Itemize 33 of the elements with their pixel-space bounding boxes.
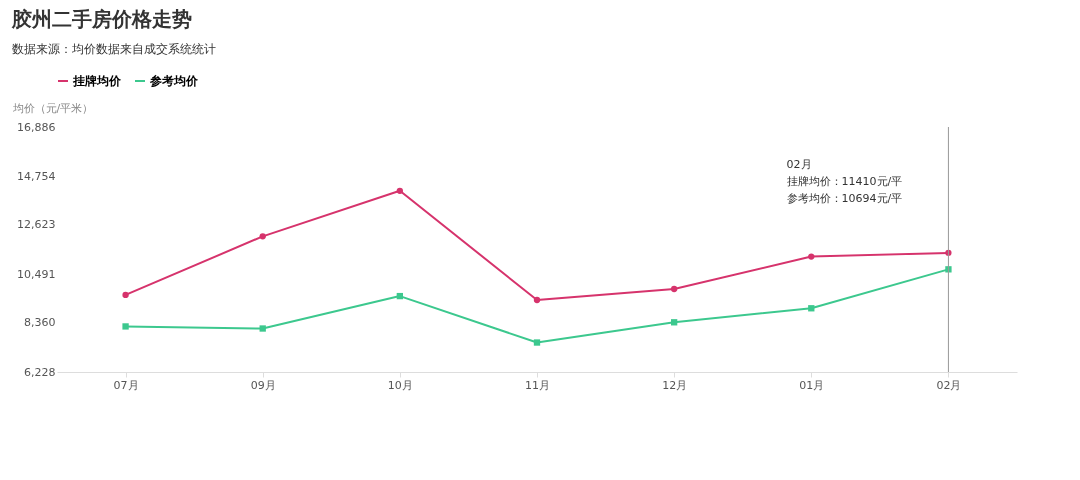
x-tick-label: 01月 bbox=[799, 378, 825, 392]
point bbox=[533, 339, 541, 346]
point bbox=[808, 253, 815, 260]
annotation: 参考均价：10694元/平 bbox=[786, 191, 903, 205]
y-tick-label: 10,491 bbox=[17, 267, 56, 281]
x-tick-label: 07月 bbox=[113, 378, 139, 392]
legend-label: 挂牌均价 bbox=[72, 74, 122, 88]
y-tick-label: 14,754 bbox=[17, 169, 56, 183]
x-tick-label: 10月 bbox=[387, 378, 413, 392]
legend-label: 参考均价 bbox=[149, 74, 199, 88]
y-tick-label: 6,228 bbox=[24, 365, 56, 379]
y-tick-label: 12,623 bbox=[17, 218, 56, 232]
point bbox=[533, 296, 541, 304]
x-tick-label: 09月 bbox=[250, 378, 276, 392]
x-tick-label: 11月 bbox=[525, 378, 550, 392]
point bbox=[808, 305, 815, 312]
y-tick-label: 8,360 bbox=[24, 316, 56, 330]
annotation: 02月 bbox=[786, 157, 812, 171]
point bbox=[259, 325, 266, 332]
point bbox=[396, 292, 404, 300]
y-tick-label: 16,886 bbox=[17, 120, 56, 134]
chart-title: 胶州二手房价格走势 bbox=[11, 7, 192, 31]
point bbox=[396, 187, 404, 194]
annotation: 挂牌均价：11410元/平 bbox=[786, 174, 903, 188]
y-axis-title: 均价（元/平米） bbox=[11, 101, 94, 115]
chart-subtitle: 数据来源：均价数据来自成交系统统计 bbox=[12, 42, 216, 56]
x-tick-label: 02月 bbox=[936, 378, 962, 392]
x-tick-label: 12月 bbox=[662, 378, 688, 392]
point bbox=[670, 285, 678, 293]
point bbox=[122, 291, 129, 299]
point bbox=[259, 233, 266, 240]
point bbox=[670, 319, 678, 326]
point bbox=[122, 323, 129, 330]
